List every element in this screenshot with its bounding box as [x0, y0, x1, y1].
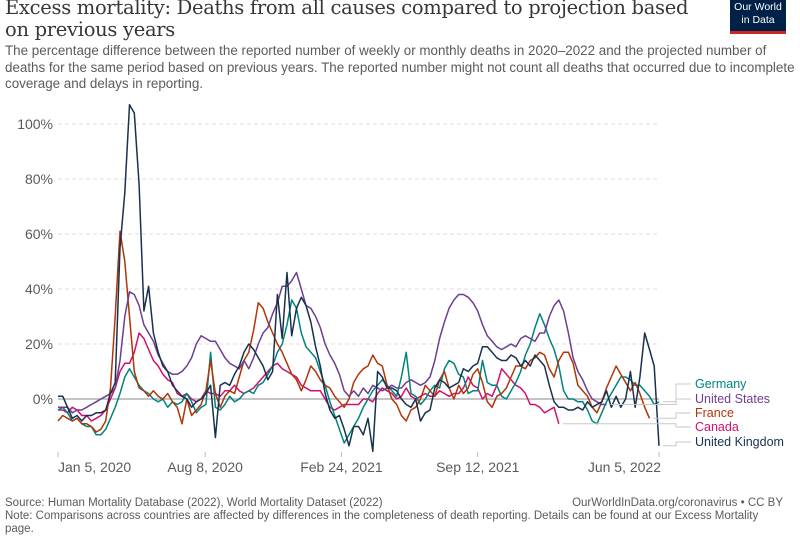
- legend-connector: [663, 383, 691, 403]
- line-chart: 0% 20% 40% 60% 80% 100% Jan 5, 2020 Aug 8, 202…: [17, 104, 784, 475]
- logo-line-1: Our World: [734, 1, 782, 13]
- series-line-canada[interactable]: [58, 332, 560, 425]
- gridlines: [58, 123, 659, 400]
- y-tick-label: 0%: [33, 391, 53, 407]
- series-line-united-kingdom[interactable]: [58, 104, 660, 453]
- series-line-france[interactable]: [57, 230, 651, 433]
- legend-connector: [653, 412, 691, 419]
- series-lines: [57, 104, 660, 453]
- logo-line-2: in Data: [741, 14, 775, 26]
- x-tick-label: Jun 5, 2022: [588, 459, 661, 475]
- x-tick-label: Jan 5, 2020: [58, 459, 131, 475]
- x-tick-label: Feb 24, 2021: [300, 459, 383, 475]
- y-tick-label: 100%: [17, 116, 53, 132]
- legend-label-canada[interactable]: Canada: [695, 420, 739, 434]
- series-line-united-states[interactable]: [58, 271, 607, 414]
- y-tick-label: 80%: [25, 171, 53, 187]
- legend-label-germany[interactable]: Germany: [695, 377, 747, 391]
- owid-logo[interactable]: Our World in Data: [730, 0, 786, 34]
- license-link[interactable]: OurWorldInData.org/coronavirus • CC BY: [572, 497, 783, 509]
- note-text: Note: Comparisons across countries are a…: [5, 510, 759, 535]
- legend-label-united-kingdom[interactable]: United Kingdom: [695, 435, 784, 449]
- chart-title: Excess mortality: Deaths from all causes…: [5, 0, 689, 41]
- y-axis: 0% 20% 40% 60% 80% 100%: [17, 116, 53, 407]
- series-line-germany[interactable]: [57, 299, 660, 444]
- footer: Source: Human Mortality Database (2022),…: [5, 497, 795, 536]
- y-tick-label: 20%: [25, 336, 53, 352]
- x-axis: Jan 5, 2020 Aug 8, 2020 Feb 24, 2021 Sep 12…: [57, 452, 661, 475]
- legend-label-united-states[interactable]: United States: [695, 392, 770, 406]
- legend-connector: [663, 441, 691, 447]
- legend-connector: [610, 398, 691, 405]
- x-tick-label: Aug 8, 2020: [167, 459, 243, 475]
- legend-connector: [562, 423, 691, 428]
- source-text: Source: Human Mortality Database (2022),…: [5, 497, 383, 509]
- y-tick-label: 40%: [25, 281, 53, 297]
- chart-subtitle: The percentage difference between the re…: [5, 43, 795, 91]
- legend-label-france[interactable]: France: [695, 406, 734, 420]
- y-tick-label: 60%: [25, 226, 53, 242]
- x-tick-label: Sep 12, 2021: [436, 459, 520, 475]
